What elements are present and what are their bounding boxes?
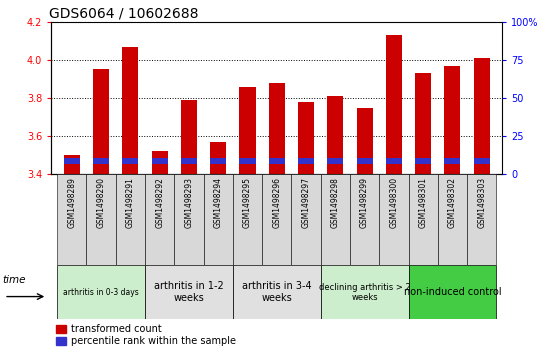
Bar [356, 107, 373, 174]
FancyBboxPatch shape [408, 174, 438, 265]
Bar [64, 158, 80, 164]
FancyBboxPatch shape [408, 265, 496, 319]
Bar [386, 35, 402, 174]
FancyBboxPatch shape [233, 174, 262, 265]
Text: GSM1498292: GSM1498292 [155, 177, 164, 228]
Bar [239, 158, 255, 164]
Bar [269, 83, 285, 174]
Text: time: time [3, 275, 26, 285]
Text: GSM1498289: GSM1498289 [68, 177, 76, 228]
Text: GDS6064 / 10602688: GDS6064 / 10602688 [49, 7, 199, 21]
Bar [93, 158, 109, 164]
Text: GSM1498301: GSM1498301 [418, 177, 428, 228]
Bar [386, 158, 402, 164]
Text: GSM1498302: GSM1498302 [448, 177, 457, 228]
Bar [356, 158, 373, 164]
Text: arthritis in 1-2
weeks: arthritis in 1-2 weeks [154, 281, 224, 303]
Bar [122, 46, 138, 174]
Bar [327, 96, 343, 174]
Text: declining arthritis > 2
weeks: declining arthritis > 2 weeks [319, 282, 410, 302]
Bar [181, 158, 197, 164]
Legend: transformed count, percentile rank within the sample: transformed count, percentile rank withi… [56, 324, 236, 346]
Bar [64, 155, 80, 174]
Text: GSM1498303: GSM1498303 [477, 177, 486, 228]
Bar [474, 158, 490, 164]
Bar [474, 58, 490, 174]
Text: GSM1498291: GSM1498291 [126, 177, 135, 228]
Text: GSM1498297: GSM1498297 [301, 177, 310, 228]
Bar [210, 142, 226, 174]
Bar [93, 69, 109, 174]
FancyBboxPatch shape [204, 174, 233, 265]
FancyBboxPatch shape [467, 174, 496, 265]
FancyBboxPatch shape [350, 174, 379, 265]
FancyBboxPatch shape [292, 174, 321, 265]
Bar [210, 158, 226, 164]
Bar [327, 158, 343, 164]
Bar [298, 158, 314, 164]
FancyBboxPatch shape [262, 174, 292, 265]
FancyBboxPatch shape [321, 174, 350, 265]
Text: arthritis in 3-4
weeks: arthritis in 3-4 weeks [242, 281, 312, 303]
Bar [269, 158, 285, 164]
Bar [152, 151, 168, 174]
Bar [181, 100, 197, 174]
Text: GSM1498296: GSM1498296 [272, 177, 281, 228]
FancyBboxPatch shape [174, 174, 204, 265]
Bar [152, 158, 168, 164]
FancyBboxPatch shape [379, 174, 408, 265]
Text: GSM1498300: GSM1498300 [389, 177, 399, 228]
Bar [444, 66, 461, 174]
FancyBboxPatch shape [145, 265, 233, 319]
FancyBboxPatch shape [116, 174, 145, 265]
Bar [122, 158, 138, 164]
Bar [239, 86, 255, 174]
Text: GSM1498294: GSM1498294 [214, 177, 222, 228]
FancyBboxPatch shape [438, 174, 467, 265]
FancyBboxPatch shape [57, 174, 86, 265]
Bar [298, 102, 314, 174]
Text: GSM1498290: GSM1498290 [97, 177, 106, 228]
Text: GSM1498295: GSM1498295 [243, 177, 252, 228]
FancyBboxPatch shape [86, 174, 116, 265]
FancyBboxPatch shape [233, 265, 321, 319]
FancyBboxPatch shape [145, 174, 174, 265]
Text: arthritis in 0-3 days: arthritis in 0-3 days [63, 288, 139, 297]
Text: non-induced control: non-induced control [403, 287, 501, 297]
FancyBboxPatch shape [57, 265, 145, 319]
Bar [415, 73, 431, 174]
Bar [415, 158, 431, 164]
FancyBboxPatch shape [321, 265, 408, 319]
Text: GSM1498298: GSM1498298 [331, 177, 340, 228]
Text: GSM1498299: GSM1498299 [360, 177, 369, 228]
Text: GSM1498293: GSM1498293 [185, 177, 193, 228]
Bar [444, 158, 461, 164]
